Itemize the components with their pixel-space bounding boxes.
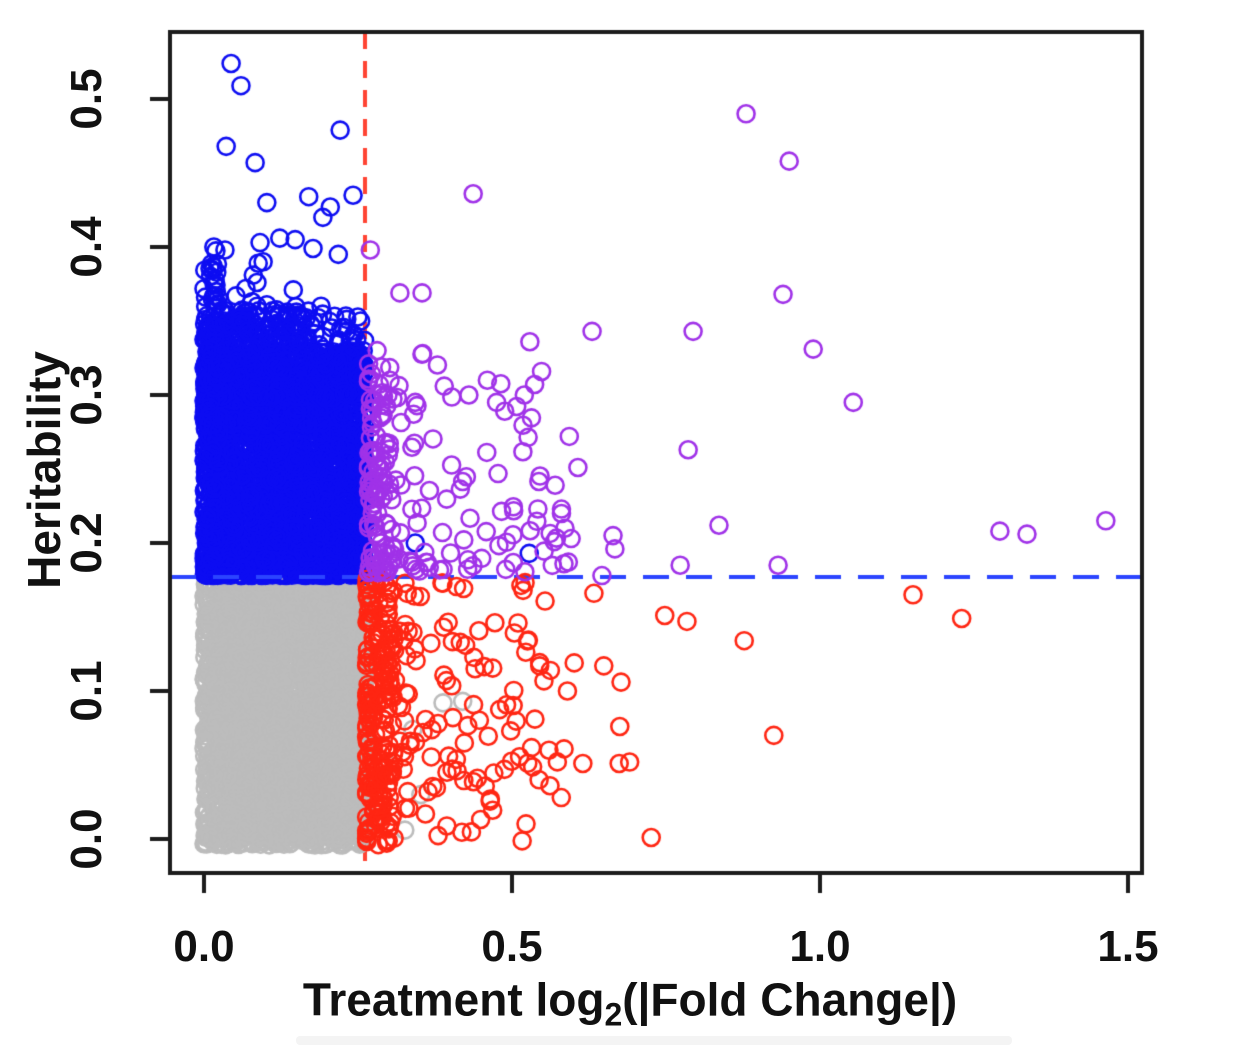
y-tick-label: 0.4 (62, 216, 111, 278)
y-tick-label: 0.0 (62, 808, 111, 870)
x-tick-label: 1.0 (789, 922, 851, 971)
x-axis-title-subscript: 2 (604, 996, 623, 1033)
x-tick-label: 0.5 (481, 922, 543, 971)
bottom-edge-artifact (296, 1036, 1012, 1045)
y-tick-label: 0.5 (62, 68, 111, 130)
y-tick-label: 0.1 (62, 660, 111, 722)
y-axis-title: Heritability (17, 351, 71, 589)
x-axis-title-suffix: (|Fold Change|) (622, 973, 958, 1026)
x-tick-label: 1.5 (1097, 922, 1159, 971)
x-tick-label: 0.0 (173, 922, 235, 971)
x-axis-title-prefix: Treatment log (302, 973, 605, 1026)
x-axis-title: Treatment log2(|Fold Change|) (303, 973, 957, 1034)
y-axis-title-text: Heritability (18, 351, 70, 589)
